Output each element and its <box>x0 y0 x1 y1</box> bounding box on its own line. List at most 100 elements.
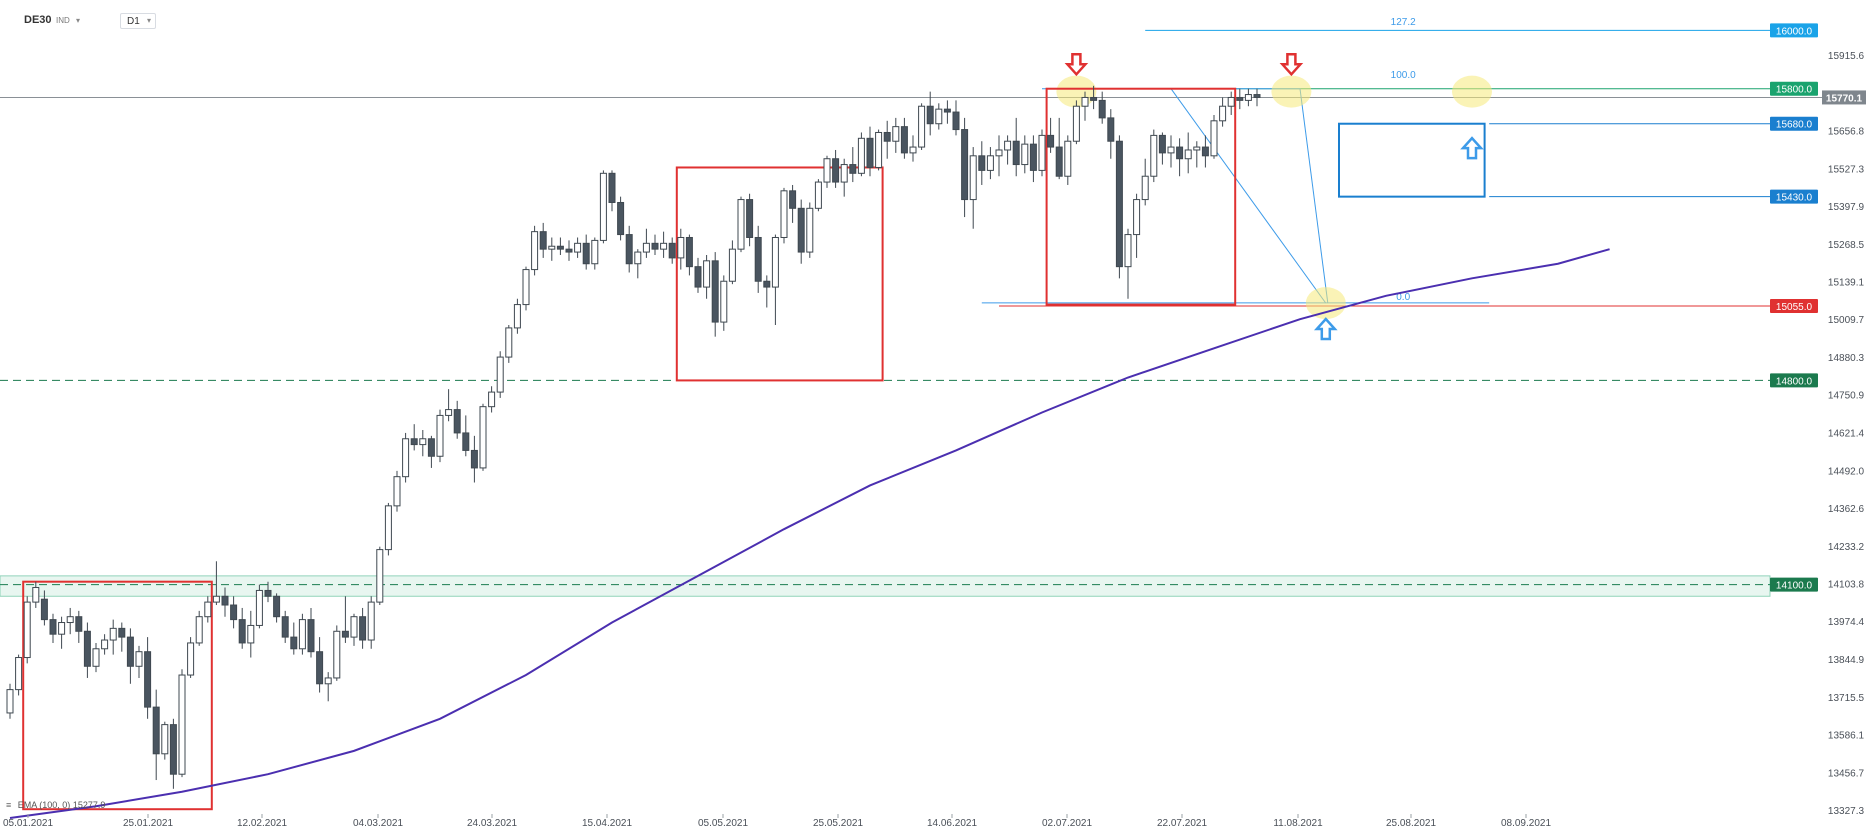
candle-body <box>711 260 719 323</box>
candle-body <box>1244 94 1252 101</box>
candle-body <box>126 636 134 667</box>
y-tick-label: 15527.3 <box>1828 164 1865 175</box>
x-tick-label: 22.07.2021 <box>1157 818 1207 829</box>
candle-body <box>814 181 822 209</box>
arrow-up-icon <box>1313 317 1338 341</box>
interval-select[interactable]: D1 ▾ <box>120 13 156 29</box>
fib-label: 127.2 <box>1391 17 1416 28</box>
level-badge[interactable] <box>1770 81 1818 96</box>
candle-body <box>857 137 865 174</box>
candle-body <box>15 657 23 691</box>
candle-body <box>350 616 358 638</box>
level-badge[interactable] <box>1770 577 1818 592</box>
y-tick-label: 15915.6 <box>1828 51 1865 62</box>
indicator-settings-icon[interactable]: ≡ <box>6 800 12 810</box>
candle-body <box>771 236 779 288</box>
arrow-shape <box>1460 136 1484 160</box>
candle-body <box>789 190 797 209</box>
candle-body <box>617 201 625 236</box>
candle-body <box>539 231 547 250</box>
candle-body <box>591 239 599 265</box>
candle-body <box>875 131 883 168</box>
candle-body <box>1038 134 1046 171</box>
y-tick-label: 14103.8 <box>1828 579 1865 590</box>
candle-body <box>943 108 951 113</box>
candle-body <box>316 651 324 685</box>
candle-body <box>290 636 298 650</box>
arrow-shape <box>1313 317 1338 341</box>
candle-body <box>582 242 590 265</box>
chevron-down-icon[interactable]: ▾ <box>76 16 81 25</box>
candle-body <box>462 432 470 451</box>
symbol-label[interactable]: DE30 <box>24 14 52 26</box>
x-tick-label: 24.03.2021 <box>467 818 517 829</box>
candle-body <box>505 327 513 358</box>
candle-body <box>832 158 840 183</box>
level-label: 16000.0 <box>1776 26 1813 37</box>
candle-body <box>1107 117 1115 142</box>
level-badge[interactable] <box>1770 189 1818 204</box>
candle-body <box>694 266 702 288</box>
y-tick-label: 15268.5 <box>1828 240 1865 251</box>
arrow-down-icon <box>1279 53 1304 77</box>
candle-body <box>703 260 711 288</box>
x-tick-label: 04.03.2021 <box>353 818 403 829</box>
zone-rectangle[interactable] <box>1338 122 1486 198</box>
candle-body <box>496 356 504 393</box>
candle-body <box>1029 143 1037 171</box>
candle-body <box>135 651 143 667</box>
candle-body <box>264 589 272 597</box>
candle-body <box>445 409 453 416</box>
ema-legend-value: 15277.9 <box>72 800 106 810</box>
level-badge[interactable] <box>1770 23 1818 38</box>
candle-body <box>118 627 126 638</box>
level-label: 14800.0 <box>1776 376 1813 387</box>
arrow-up-icon <box>1460 136 1484 160</box>
level-badge[interactable] <box>1770 116 1818 131</box>
candle-body <box>470 449 478 469</box>
highlight-circle <box>1305 287 1346 320</box>
candle-body <box>522 269 530 306</box>
candle-body <box>892 126 900 142</box>
candle-body <box>49 619 57 635</box>
candle-body <box>298 619 306 650</box>
x-tick-label: 15.04.2021 <box>582 818 632 829</box>
x-tick-label: 25.05.2021 <box>813 818 863 829</box>
candle-body <box>1012 140 1020 166</box>
candle-body <box>1167 146 1175 154</box>
candle-body <box>849 164 857 174</box>
candle-body <box>548 245 556 250</box>
y-tick-label: 14233.2 <box>1828 542 1865 553</box>
candle-body <box>1133 199 1141 236</box>
candle-body <box>556 245 564 250</box>
highlight-circle <box>1271 75 1312 108</box>
candle-body <box>221 595 229 606</box>
candle-body <box>6 689 14 714</box>
ema-legend-label: EMA (100, 0) <box>17 800 71 810</box>
zone-rectangle[interactable] <box>22 580 213 811</box>
candle-body <box>204 601 212 618</box>
level-badge[interactable] <box>1770 299 1818 314</box>
zone-rectangle[interactable] <box>675 166 884 382</box>
candle-body <box>1124 234 1132 268</box>
candle-body <box>255 589 263 626</box>
candle-body <box>83 630 91 667</box>
x-tick-label: 05.01.2021 <box>3 818 53 829</box>
candle-body <box>419 438 427 446</box>
candle-body <box>281 616 289 638</box>
current-price-label: 15770.1 <box>1826 93 1863 104</box>
y-tick-label: 15397.9 <box>1828 202 1865 213</box>
fib-label: 0.0 <box>1396 292 1410 303</box>
candle-body <box>367 601 375 641</box>
level-label: 14100.0 <box>1776 581 1813 592</box>
y-tick-label: 14621.4 <box>1828 429 1865 440</box>
ema-line <box>9 248 1610 819</box>
candle-body <box>565 248 573 253</box>
level-label: 15055.0 <box>1776 302 1813 313</box>
candle-body <box>427 438 435 457</box>
zone-rectangle[interactable] <box>1045 87 1237 306</box>
y-tick-label: 13456.7 <box>1828 768 1865 779</box>
level-badge[interactable] <box>1770 373 1818 388</box>
candle-body <box>1081 96 1089 107</box>
